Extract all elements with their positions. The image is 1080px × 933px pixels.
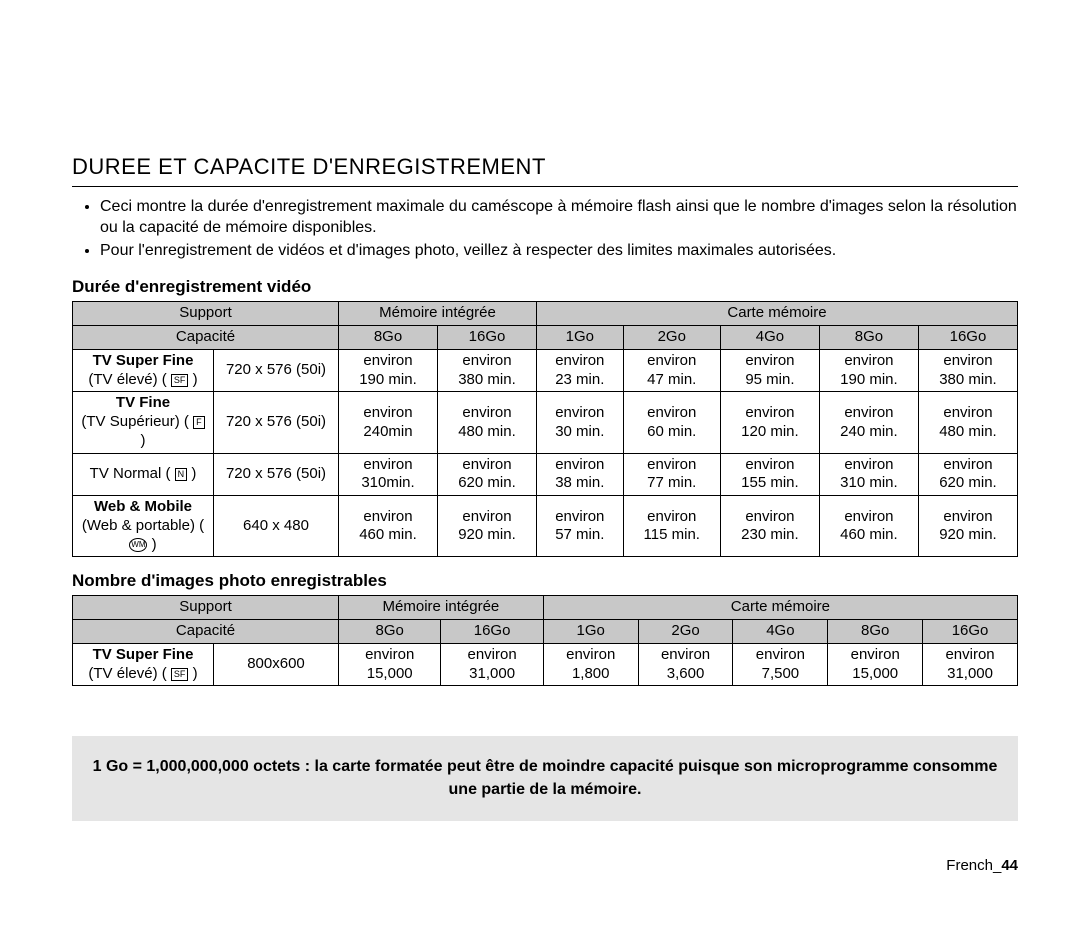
bullet-2: Pour l'enregistrement de vidéos et d'ima… [100, 241, 1018, 262]
value-cell: environ310 min. [819, 453, 918, 496]
value-cell: environ920 min. [438, 496, 537, 557]
mode-icon: F [193, 416, 205, 429]
resolution: 720 x 576 (50i) [214, 349, 339, 392]
value-cell: environ15,000 [339, 643, 441, 686]
page-title: DUREE ET CAPACITE D'ENREGISTREMENT [72, 154, 1018, 187]
page: DUREE ET CAPACITE D'ENREGISTREMENT Ceci … [0, 0, 1080, 914]
value-cell: environ38 min. [537, 453, 624, 496]
capacity-col: 16Go [438, 326, 537, 350]
capacity-col: 2Go [623, 326, 720, 350]
capacity-col: 16Go [923, 620, 1018, 644]
value-cell: environ1,800 [543, 643, 638, 686]
mode-icon: SF [171, 668, 189, 681]
value-cell: environ60 min. [623, 392, 720, 453]
capacity-label: Capacité [73, 620, 339, 644]
mode-name: Web & Mobile(Web & portable) ( WM ) [73, 496, 214, 557]
value-cell: environ30 min. [537, 392, 624, 453]
value-cell: environ380 min. [918, 349, 1017, 392]
value-cell: environ31,000 [441, 643, 543, 686]
value-cell: environ380 min. [438, 349, 537, 392]
resolution: 720 x 576 (50i) [214, 392, 339, 453]
value-cell: environ47 min. [623, 349, 720, 392]
note-box: 1 Go = 1,000,000,000 octets : la carte f… [72, 736, 1018, 821]
bullet-1: Ceci montre la durée d'enregistrement ma… [100, 197, 1018, 239]
value-cell: environ15,000 [828, 643, 923, 686]
mem-card-header: Carte mémoire [537, 302, 1018, 326]
mode-name: TV Normal ( N ) [73, 453, 214, 496]
mode-icon: WM [129, 538, 147, 552]
value-cell: environ230 min. [720, 496, 819, 557]
capacity-col: 8Go [828, 620, 923, 644]
value-cell: environ31,000 [923, 643, 1018, 686]
capacity-col: 1Go [537, 326, 624, 350]
value-cell: environ240min [339, 392, 438, 453]
value-cell: environ240 min. [819, 392, 918, 453]
value-cell: environ620 min. [438, 453, 537, 496]
table-row: TV Normal ( N )720 x 576 (50i)environ310… [73, 453, 1018, 496]
intro-bullets: Ceci montre la durée d'enregistrement ma… [72, 197, 1018, 261]
mode-name: TV Super Fine(TV élevé) ( SF ) [73, 349, 214, 392]
mem-int-header: Mémoire intégrée [339, 302, 537, 326]
support-header: Support [73, 302, 339, 326]
value-cell: environ57 min. [537, 496, 624, 557]
table-row: TV Super Fine(TV élevé) ( SF )720 x 576 … [73, 349, 1018, 392]
table-row: TV Fine(TV Supérieur) ( F )720 x 576 (50… [73, 392, 1018, 453]
value-cell: environ95 min. [720, 349, 819, 392]
mode-name: TV Fine(TV Supérieur) ( F ) [73, 392, 214, 453]
value-cell: environ920 min. [918, 496, 1017, 557]
resolution: 800x600 [214, 643, 339, 686]
video-table: SupportMémoire intégréeCarte mémoire Capa… [72, 301, 1018, 557]
value-cell: environ460 min. [339, 496, 438, 557]
capacity-label: Capacité [73, 326, 339, 350]
value-cell: environ310min. [339, 453, 438, 496]
value-cell: environ3,600 [638, 643, 733, 686]
video-heading: Durée d'enregistrement vidéo [72, 277, 1018, 297]
page-number: French_44 [72, 857, 1018, 874]
page-lang: French [946, 857, 993, 874]
capacity-col: 8Go [339, 326, 438, 350]
value-cell: environ480 min. [438, 392, 537, 453]
value-cell: environ7,500 [733, 643, 828, 686]
photo-table: SupportMémoire intégréeCarte mémoire Capa… [72, 595, 1018, 686]
value-cell: environ115 min. [623, 496, 720, 557]
value-cell: environ620 min. [918, 453, 1017, 496]
photo-heading: Nombre d'images photo enregistrables [72, 571, 1018, 591]
mem-int-header: Mémoire intégrée [339, 596, 544, 620]
value-cell: environ480 min. [918, 392, 1017, 453]
capacity-col: 2Go [638, 620, 733, 644]
table-row: Web & Mobile(Web & portable) ( WM )640 x… [73, 496, 1018, 557]
page-no: 44 [1001, 857, 1018, 874]
capacity-col: 1Go [543, 620, 638, 644]
value-cell: environ155 min. [720, 453, 819, 496]
value-cell: environ77 min. [623, 453, 720, 496]
value-cell: environ460 min. [819, 496, 918, 557]
table-row: TV Super Fine(TV élevé) ( SF )800x600env… [73, 643, 1018, 686]
support-header: Support [73, 596, 339, 620]
capacity-col: 4Go [720, 326, 819, 350]
value-cell: environ190 min. [339, 349, 438, 392]
capacity-col: 16Go [918, 326, 1017, 350]
capacity-col: 16Go [441, 620, 543, 644]
mode-icon: N [175, 468, 188, 481]
value-cell: environ190 min. [819, 349, 918, 392]
value-cell: environ120 min. [720, 392, 819, 453]
mode-icon: SF [171, 374, 189, 387]
capacity-col: 8Go [819, 326, 918, 350]
mode-name: TV Super Fine(TV élevé) ( SF ) [73, 643, 214, 686]
value-cell: environ23 min. [537, 349, 624, 392]
resolution: 720 x 576 (50i) [214, 453, 339, 496]
capacity-col: 4Go [733, 620, 828, 644]
mem-card-header: Carte mémoire [543, 596, 1017, 620]
capacity-col: 8Go [339, 620, 441, 644]
resolution: 640 x 480 [214, 496, 339, 557]
